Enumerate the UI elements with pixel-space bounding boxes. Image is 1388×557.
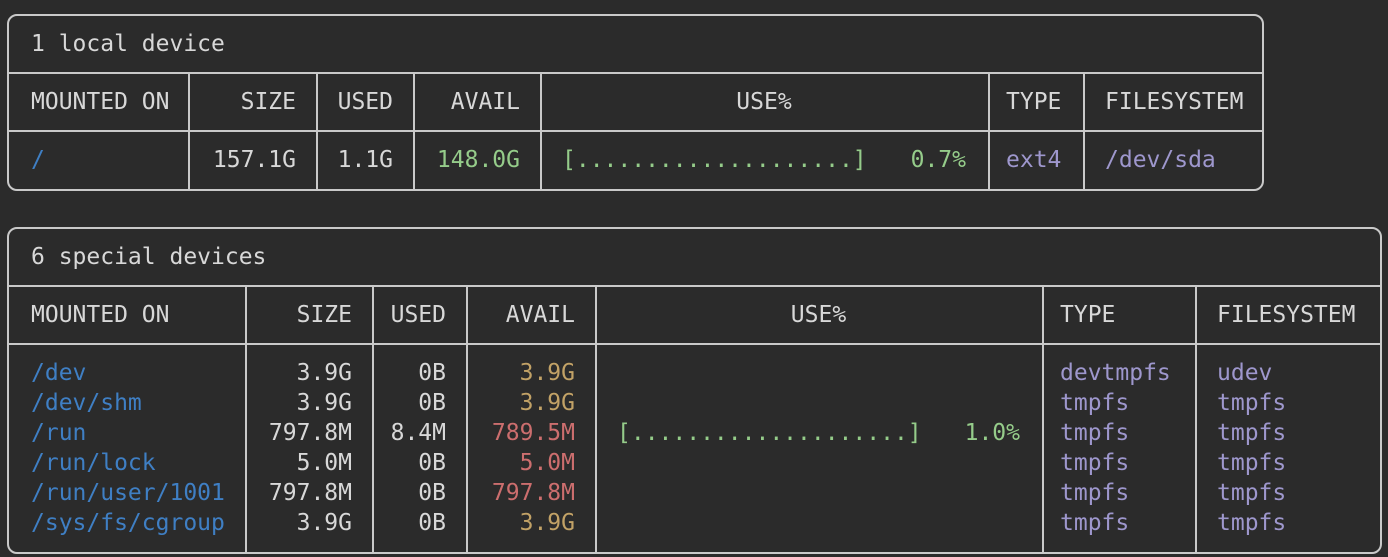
- mount-point-cell: /run: [9, 418, 247, 448]
- size-cell: 3.9G: [247, 508, 374, 552]
- header-type: TYPE: [990, 74, 1085, 132]
- usage-bar-cell: [597, 478, 1044, 508]
- used-cell: 0B: [374, 448, 468, 478]
- header-mounted-on: MOUNTED ON: [9, 287, 247, 345]
- avail-cell: 3.9G: [468, 388, 597, 418]
- header-filesystem: FILESYSTEM: [1197, 287, 1380, 345]
- filesystem-cell: tmpfs: [1217, 390, 1287, 416]
- avail-cell: 789.5M: [468, 418, 597, 448]
- table-title: 1 local device: [9, 16, 1262, 74]
- filesystem-cell: udev: [1217, 360, 1273, 386]
- header-use-percent: USE%: [597, 287, 1044, 345]
- usage-percent: 0.7%: [910, 147, 966, 173]
- used-cell: 0B: [374, 508, 468, 552]
- header-size: SIZE: [190, 74, 318, 132]
- mount-point-cell: /dev/shm: [9, 388, 247, 418]
- size-cell: 3.9G: [247, 388, 374, 418]
- mount-point-cell: /dev: [9, 345, 247, 388]
- avail-cell: 797.8M: [468, 478, 597, 508]
- filesystem-cell: tmpfs: [1217, 450, 1287, 476]
- mount-point-cell: /run/user/1001: [9, 478, 247, 508]
- type-cell: devtmpfs: [1044, 345, 1197, 388]
- usage-bar-cell: [....................] 1.0%: [597, 418, 1044, 448]
- type-cell: tmpfs: [1044, 388, 1197, 418]
- filesystem-cell: tmpfs: [1217, 420, 1287, 446]
- avail-cell: 3.9G: [468, 508, 597, 552]
- usage-bar-cell: [597, 345, 1044, 388]
- size-cell: 797.8M: [247, 418, 374, 448]
- mount-point-cell: /run/lock: [9, 448, 247, 478]
- header-filesystem: FILESYSTEM: [1085, 74, 1262, 132]
- usage-percent: 1.0%: [964, 420, 1020, 446]
- header-size: SIZE: [247, 287, 374, 345]
- avail-cell: 148.0G: [415, 132, 542, 189]
- used-cell: 8.4M: [374, 418, 468, 448]
- filesystem-cell: /dev/sda: [1105, 147, 1216, 173]
- header-used: USED: [374, 287, 468, 345]
- special-devices-table: 6 special devices MOUNTED ON SIZE USED A…: [7, 227, 1382, 554]
- table-title: 6 special devices: [9, 229, 1380, 287]
- type-cell: tmpfs: [1044, 418, 1197, 448]
- terminal-screen: 1 local device MOUNTED ON SIZE USED AVAI…: [0, 14, 1388, 554]
- usage-bar-cell: [597, 448, 1044, 478]
- used-cell: 0B: [374, 345, 468, 388]
- type-cell: tmpfs: [1044, 448, 1197, 478]
- avail-cell: 5.0M: [468, 448, 597, 478]
- used-cell: 0B: [374, 388, 468, 418]
- header-type: TYPE: [1044, 287, 1197, 345]
- type-cell: tmpfs: [1044, 478, 1197, 508]
- size-cell: 3.9G: [247, 345, 374, 388]
- local-devices-table: 1 local device MOUNTED ON SIZE USED AVAI…: [7, 14, 1264, 191]
- size-cell: 5.0M: [247, 448, 374, 478]
- usage-bar: [....................]: [562, 147, 867, 173]
- filesystem-cell: tmpfs: [1217, 510, 1287, 536]
- type-cell: ext4: [990, 132, 1085, 189]
- usage-bar-cell: [597, 508, 1044, 552]
- usage-bar: [....................]: [617, 420, 922, 446]
- header-avail: AVAIL: [468, 287, 597, 345]
- mount-point-cell: /sys/fs/cgroup: [9, 508, 247, 552]
- header-use-percent: USE%: [542, 74, 990, 132]
- used-cell: 0B: [374, 478, 468, 508]
- usage-bar-cell: [....................] 0.7%: [542, 132, 990, 189]
- header-used: USED: [318, 74, 415, 132]
- used-cell: 1.1G: [318, 132, 415, 189]
- type-cell: tmpfs: [1044, 508, 1197, 552]
- size-cell: 797.8M: [247, 478, 374, 508]
- filesystem-cell: tmpfs: [1217, 480, 1287, 506]
- size-cell: 157.1G: [190, 132, 318, 189]
- header-avail: AVAIL: [415, 74, 542, 132]
- avail-cell: 3.9G: [468, 345, 597, 388]
- usage-bar-cell: [597, 388, 1044, 418]
- header-mounted-on: MOUNTED ON: [9, 74, 190, 132]
- mount-point-cell: /: [9, 132, 190, 189]
